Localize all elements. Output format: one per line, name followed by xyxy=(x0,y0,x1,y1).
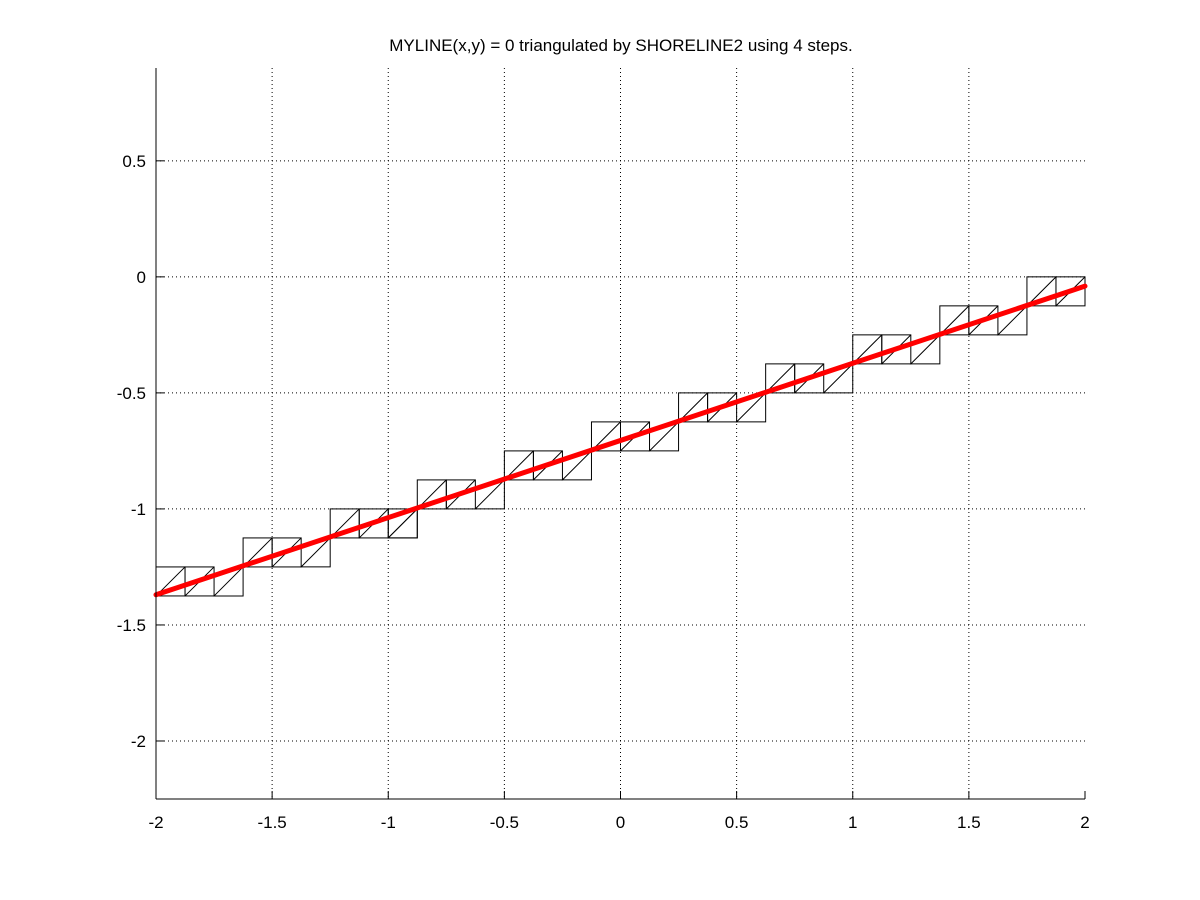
step-cell xyxy=(532,450,563,481)
x-tick-label: -0.5 xyxy=(490,813,519,832)
step-diagonal xyxy=(1026,276,1057,307)
y-tick-label: -2 xyxy=(131,732,146,751)
step-cell xyxy=(881,334,912,365)
bridge-triangle xyxy=(735,391,767,423)
step-diagonal xyxy=(939,305,970,336)
y-tick-labels: -2 -1.5 -1 -0.5 0 0.5 xyxy=(117,152,146,751)
y-tick-label: -0.5 xyxy=(117,384,146,403)
bridge-triangle xyxy=(648,420,680,452)
series-layer xyxy=(153,283,1088,598)
axes xyxy=(155,68,1086,800)
step-cell xyxy=(620,421,651,452)
bridge-triangle xyxy=(909,333,941,365)
step-cell xyxy=(794,363,825,394)
x-tick-label: -1 xyxy=(381,813,396,832)
bridge-triangle xyxy=(212,565,244,597)
step-cell xyxy=(445,479,476,510)
bridge-triangle xyxy=(561,449,592,481)
grid-lines xyxy=(156,68,1085,799)
y-tick-label: 0 xyxy=(137,268,146,287)
y-tick-label: -1.5 xyxy=(117,616,146,635)
step-cell xyxy=(271,537,302,568)
step-cell xyxy=(1055,276,1086,307)
chart-title: MYLINE(x,y) = 0 triangulated by SHORELIN… xyxy=(389,36,852,55)
step-cell xyxy=(184,566,215,597)
bridge-triangle xyxy=(996,304,1028,336)
x-tick-labels: -2 -1.5 -1 -0.5 0 0.5 1 1.5 2 xyxy=(148,813,1089,832)
x-tick-label: 0.5 xyxy=(725,813,749,832)
x-tick-label: 2 xyxy=(1080,813,1089,832)
red-line-series xyxy=(153,283,1088,598)
bridge-triangle xyxy=(822,362,854,394)
x-tick-label: 1.5 xyxy=(957,813,981,832)
x-tick-label: 0 xyxy=(616,813,625,832)
step-diagonal xyxy=(852,334,883,365)
x-tick-label: 1 xyxy=(848,813,857,832)
bridge-triangle xyxy=(474,478,505,510)
x-tick-label: -2 xyxy=(148,813,163,832)
y-tick-label: -1 xyxy=(131,500,146,519)
x-tick-label: -1.5 xyxy=(257,813,286,832)
step-cell xyxy=(707,392,738,423)
bridge-triangle xyxy=(387,507,418,539)
bridge-triangle xyxy=(299,536,331,568)
y-tick-label: 0.5 xyxy=(122,152,146,171)
step-cell xyxy=(968,305,999,336)
